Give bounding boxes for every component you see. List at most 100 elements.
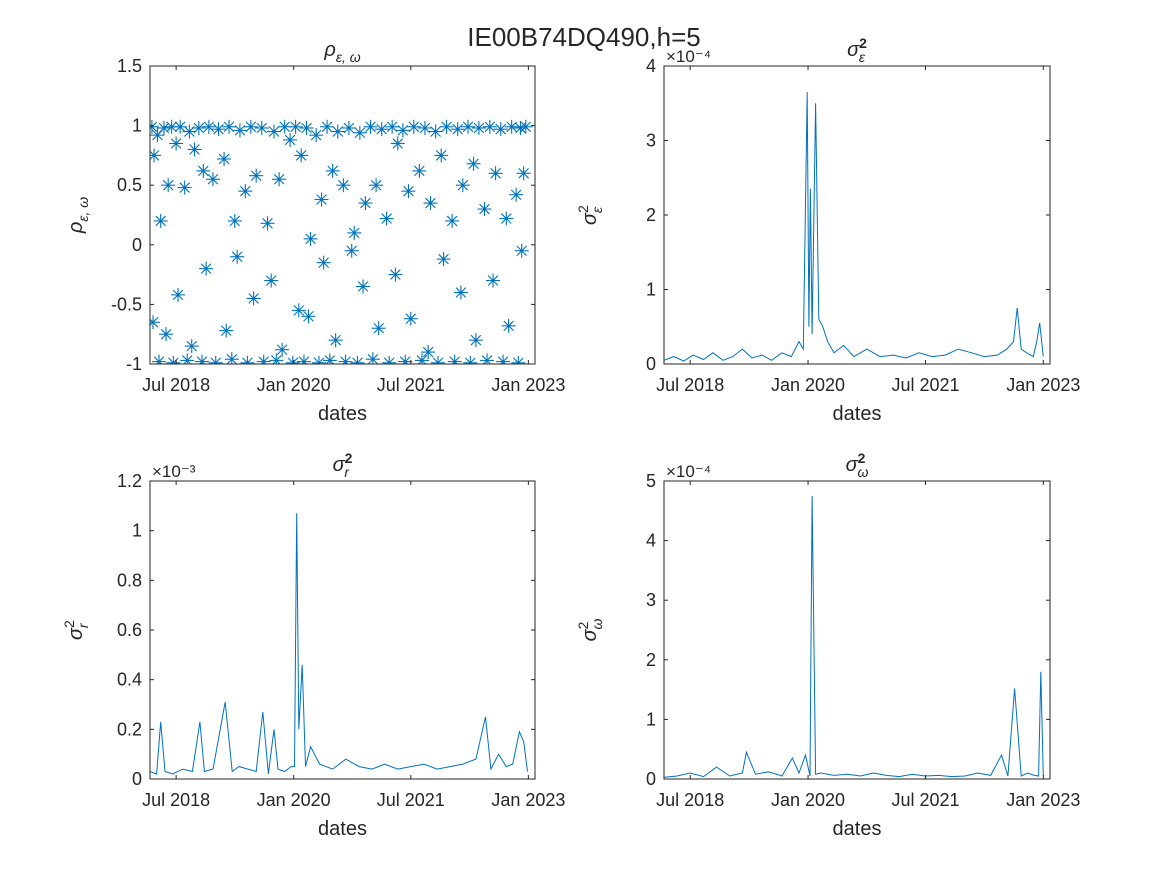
- data-point: [256, 354, 271, 364]
- data-point: [350, 355, 365, 364]
- data-point: [150, 119, 159, 134]
- x-tick-label: Jan 2023: [1006, 375, 1080, 395]
- data-point: [260, 216, 275, 231]
- data-point: [291, 303, 306, 318]
- y-tick-label: 4: [646, 531, 656, 551]
- panel-title: σ2 ε: [847, 35, 867, 65]
- data-point: [230, 249, 245, 264]
- data-point: [374, 122, 389, 137]
- data-point: [272, 172, 287, 187]
- data-point: [330, 124, 345, 139]
- x-tick-label: Jul 2021: [891, 790, 959, 810]
- data-point: [187, 142, 202, 157]
- data-series: [664, 495, 1044, 778]
- y-tick-label: 4: [646, 56, 656, 76]
- data-point: [466, 156, 481, 171]
- data-point: [471, 120, 486, 135]
- data-point: [296, 354, 311, 364]
- y-tick-label: 0.2: [117, 719, 142, 739]
- data-point: [499, 211, 514, 226]
- data-point: [514, 243, 529, 258]
- axis-exponent: ×10⁻³: [152, 462, 196, 481]
- x-tick-label: Jan 2020: [771, 375, 845, 395]
- x-tick-label: Jul 2018: [142, 790, 210, 810]
- data-point: [482, 119, 497, 134]
- data-point: [417, 120, 432, 135]
- data-point: [488, 166, 503, 181]
- data-series: [150, 513, 528, 775]
- panel-sigma2-omega: 0 1 2 3 4 5 Jul 2018 Jan 2020 Jul 2021 Jan 2023 ×1…: [575, 450, 1080, 840]
- data-point: [227, 213, 242, 228]
- data-point: [388, 267, 403, 282]
- y-tick-label: 3: [646, 131, 656, 151]
- data-point: [401, 184, 416, 199]
- y-tick-label: 1: [132, 521, 142, 541]
- data-point: [486, 273, 501, 288]
- series-line: [664, 495, 1044, 778]
- data-point: [493, 122, 508, 137]
- data-point: [217, 151, 232, 166]
- data-point: [516, 166, 531, 181]
- data-point: [320, 119, 335, 134]
- y-axis-label: σ2r: [61, 620, 91, 640]
- axes-box: [663, 480, 1051, 780]
- data-point: [504, 119, 519, 134]
- y-tick-label: 1: [132, 116, 142, 136]
- data-point: [224, 352, 239, 364]
- plot-area: [664, 66, 1050, 364]
- data-point: [166, 355, 181, 364]
- data-point: [395, 123, 410, 138]
- y-tick-label: 1.5: [117, 56, 142, 76]
- data-point: [382, 355, 397, 364]
- data-point: [501, 318, 516, 333]
- data-point: [219, 323, 234, 338]
- data-point: [352, 125, 367, 140]
- y-tick-label: 3: [646, 590, 656, 610]
- data-point: [283, 132, 298, 147]
- data-point: [385, 119, 400, 134]
- data-point: [254, 120, 269, 135]
- data-point: [246, 291, 261, 306]
- x-tick-label: Jul 2021: [377, 375, 445, 395]
- data-point: [455, 178, 470, 193]
- x-tick-label: Jan 2023: [1006, 790, 1080, 810]
- data-point: [365, 352, 380, 364]
- data-point: [196, 163, 211, 178]
- data-point: [477, 202, 492, 217]
- y-tick-label: -0.5: [111, 294, 142, 314]
- data-point: [398, 354, 413, 364]
- data-point: [201, 119, 216, 134]
- y-axis-label: σ2ε: [575, 205, 605, 225]
- data-point: [344, 243, 359, 258]
- data-point: [309, 128, 324, 143]
- data-point: [232, 123, 247, 138]
- series-line: [664, 92, 1044, 362]
- data-point: [156, 120, 171, 135]
- data-point: [511, 355, 526, 364]
- y-tick-label: 0.5: [117, 175, 142, 195]
- y-tick-label: -1: [126, 354, 142, 374]
- data-point: [316, 255, 331, 270]
- x-axis-label: dates: [833, 403, 882, 425]
- data-point: [439, 119, 454, 134]
- y-tick-label: 0.6: [117, 620, 142, 640]
- x-tick-label: Jul 2021: [377, 790, 445, 810]
- data-point: [195, 354, 210, 364]
- panel-rho: -1 -0.5 0 0.5 1 1.5 Jul 2018 Jan 2020 Jul 2021 Ja…: [65, 39, 565, 425]
- data-point: [275, 342, 290, 357]
- plot-area: [664, 481, 1050, 779]
- data-point: [205, 172, 220, 187]
- data-point: [447, 354, 462, 364]
- data-series: [150, 119, 533, 364]
- panel-title: σ2 r: [333, 450, 353, 480]
- data-point: [406, 119, 421, 134]
- data-point: [322, 353, 337, 364]
- data-point: [161, 178, 176, 193]
- data-point: [150, 315, 160, 330]
- x-tick-label: Jan 2023: [491, 375, 565, 395]
- data-point: [412, 163, 427, 178]
- data-point: [403, 311, 418, 326]
- data-point: [328, 333, 343, 348]
- data-series: [664, 92, 1044, 362]
- data-point: [358, 196, 373, 211]
